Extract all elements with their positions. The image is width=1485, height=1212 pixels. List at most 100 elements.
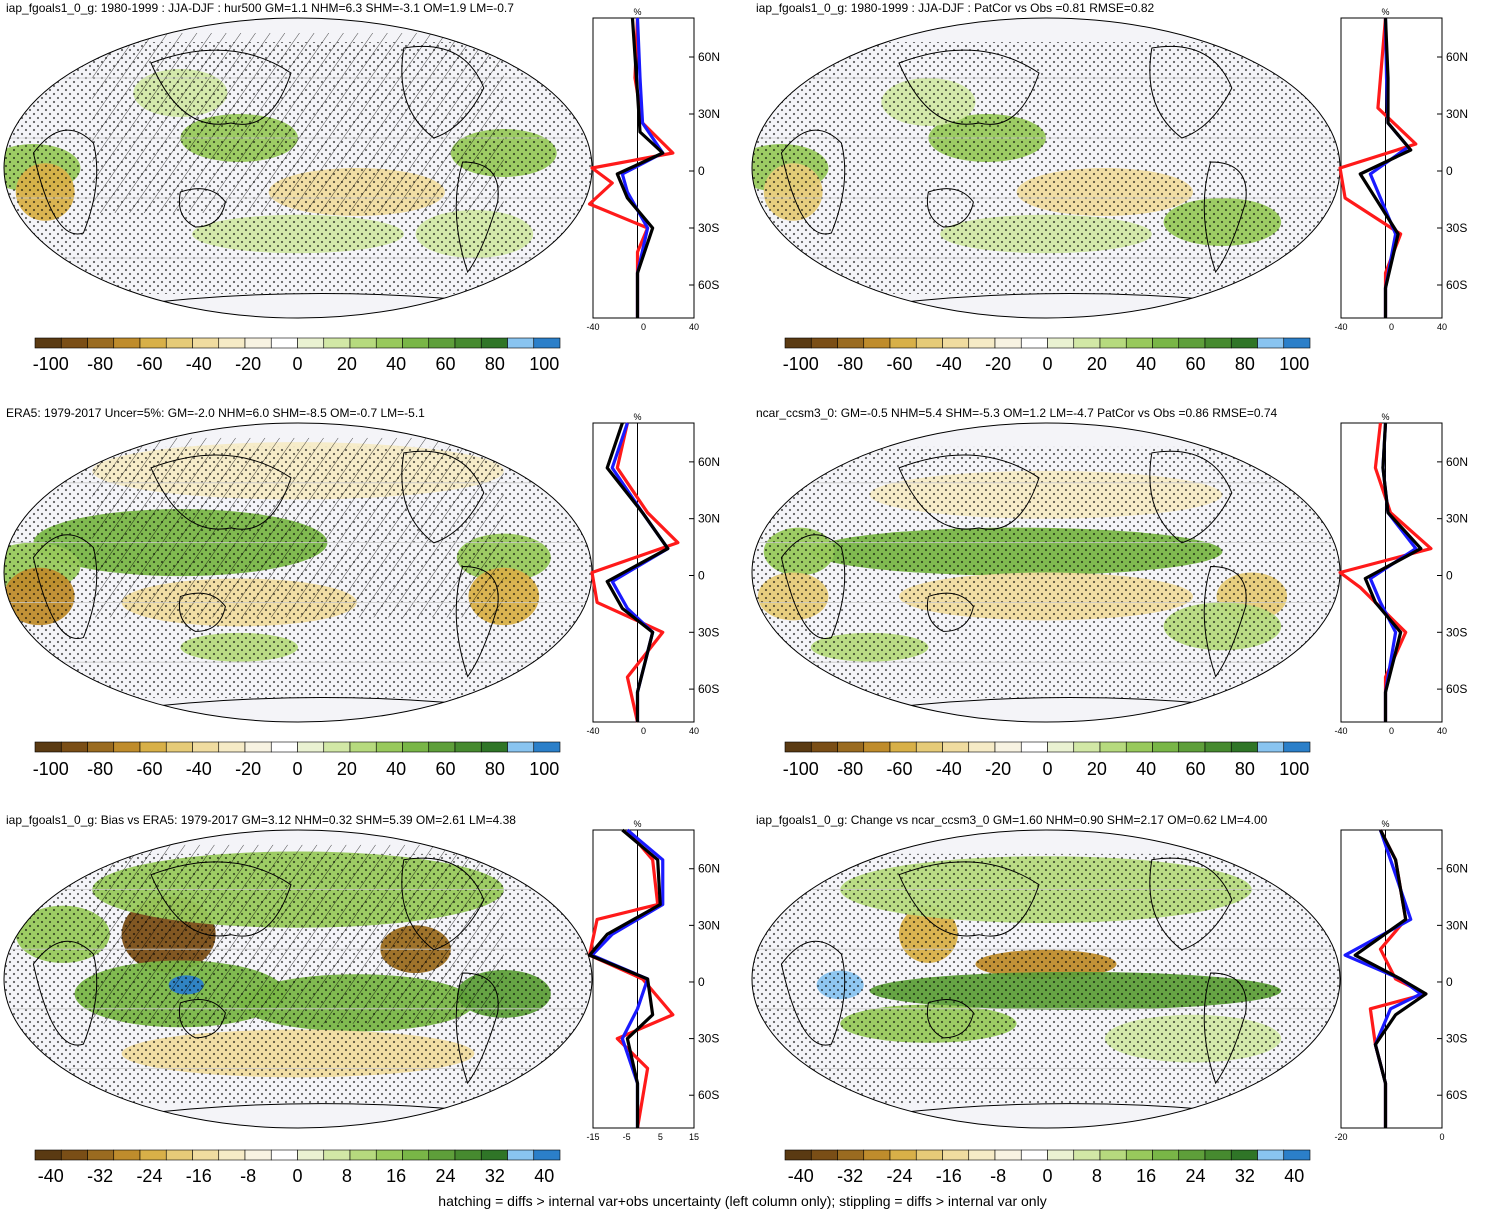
lat-label: 30S xyxy=(1446,625,1467,639)
colorbar-swatch xyxy=(402,337,430,349)
profile-curve-black xyxy=(1358,17,1413,318)
colorbar-swatch xyxy=(480,1149,508,1161)
colorbar-swatch xyxy=(113,1149,141,1161)
colorbar-swatch xyxy=(349,337,377,349)
colorbar-swatch xyxy=(323,741,351,753)
hatching xyxy=(92,33,504,213)
lat-label: 0 xyxy=(1446,975,1453,989)
coastline xyxy=(401,45,485,139)
map-field xyxy=(4,18,592,318)
colorbar-label: 0 xyxy=(292,1166,302,1186)
footer-note: hatching = diffs > internal var+obs unce… xyxy=(438,1193,1047,1209)
profile-frame xyxy=(1340,422,1443,723)
colorbar-label: 60 xyxy=(1186,759,1206,779)
colorbar-swatch xyxy=(60,337,88,349)
coastline xyxy=(1203,972,1247,1085)
coastline xyxy=(1149,45,1233,139)
lat-label: 30S xyxy=(1446,1032,1467,1046)
colorbar: -40 -32 -24 -16 -8 0 8 16 24 32 40 xyxy=(34,1149,561,1186)
coastline xyxy=(401,450,485,544)
colorbar-swatch xyxy=(87,1149,115,1161)
coastline xyxy=(926,592,974,632)
colorbar-swatch xyxy=(34,1149,62,1161)
profile-x-label: -15 xyxy=(586,1132,599,1142)
colorbar-label: 100 xyxy=(529,354,559,374)
lat-label: 60S xyxy=(698,278,719,292)
colorbar-label: 32 xyxy=(485,1166,505,1186)
colorbar-swatch xyxy=(1204,741,1232,753)
profile-x-label: 0 xyxy=(1389,322,1394,332)
profile-x-label: 40 xyxy=(1437,322,1447,332)
colorbar-swatch xyxy=(1283,1149,1311,1161)
map-border xyxy=(751,829,1341,1129)
colorbar-swatch xyxy=(942,1149,970,1161)
coastline xyxy=(150,49,292,125)
colorbar-label: -24 xyxy=(136,1166,162,1186)
colorbar-swatch xyxy=(1204,337,1232,349)
colorbar-label: 24 xyxy=(436,1166,456,1186)
colorbar-swatch xyxy=(1178,337,1206,349)
colorbar-label: -60 xyxy=(886,759,912,779)
colorbar-swatch xyxy=(1257,1149,1285,1161)
zonal-profile: % 60N 30N 0 30S 60S -40 0 40 xyxy=(1334,7,1468,332)
panel-2: iap_fgoals1_0_g: 1980-1999 : JJA-DJF : P… xyxy=(751,1,1468,374)
lat-label: 30N xyxy=(698,918,720,932)
lat-label: 30S xyxy=(698,1032,719,1046)
colorbar-label: -100 xyxy=(33,354,69,374)
colorbar-swatch xyxy=(1230,1149,1258,1161)
lat-label: 30S xyxy=(698,221,719,235)
coastline xyxy=(1149,450,1233,544)
colorbar-label: -60 xyxy=(136,759,162,779)
lat-label: 60S xyxy=(698,1088,719,1102)
profile-unit: % xyxy=(1382,412,1390,422)
lat-label: 30S xyxy=(698,625,719,639)
colorbar-label: -80 xyxy=(87,759,113,779)
lat-label: 60N xyxy=(1446,455,1468,469)
colorbar-swatch xyxy=(1099,1149,1127,1161)
colorbar-label: 0 xyxy=(1042,354,1052,374)
colorbar-label: -32 xyxy=(837,1166,863,1186)
profile-unit: % xyxy=(634,7,642,17)
stippling xyxy=(752,42,1340,294)
lat-label: 0 xyxy=(698,568,705,582)
lat-label: 0 xyxy=(1446,568,1453,582)
colorbar-swatch xyxy=(915,741,943,753)
map-border xyxy=(3,829,593,1129)
colorbar-swatch xyxy=(218,1149,246,1161)
coastline xyxy=(32,534,98,640)
colorbar-swatch xyxy=(113,337,141,349)
lat-label: 60N xyxy=(1446,50,1468,64)
colorbar-swatch xyxy=(1047,337,1075,349)
profile-frame xyxy=(592,829,695,1129)
colorbar-label: -20 xyxy=(985,759,1011,779)
colorbar-swatch xyxy=(507,1149,535,1161)
map-field xyxy=(4,423,592,722)
panel-title: iap_fgoals1_0_g: Change vs ncar_ccsm3_0 … xyxy=(756,813,1268,827)
colorbar-swatch xyxy=(60,741,88,753)
panel-1: iap_fgoals1_0_g: 1980-1999 : JJA-DJF : h… xyxy=(3,1,720,374)
colorbar-label: 0 xyxy=(1042,759,1052,779)
colorbar-swatch xyxy=(428,1149,456,1161)
profile-curve-red xyxy=(590,422,680,723)
panel-title: ERA5: 1979-2017 Uncer=5%: GM=-2.0 NHM=6.… xyxy=(6,406,425,420)
colorbar-swatch xyxy=(810,741,838,753)
coastline xyxy=(780,940,846,1046)
colorbar-swatch xyxy=(87,741,115,753)
colorbar-label: 8 xyxy=(1092,1166,1102,1186)
colorbar-swatch xyxy=(270,741,298,753)
lat-label: 30N xyxy=(698,107,720,121)
colorbar-label: -16 xyxy=(186,1166,212,1186)
colorbar-swatch xyxy=(34,741,62,753)
colorbar-swatch xyxy=(863,741,891,753)
colorbar-swatch xyxy=(1099,741,1127,753)
coastline xyxy=(455,161,499,274)
colorbar-label: 60 xyxy=(1186,354,1206,374)
colorbar-swatch xyxy=(863,337,891,349)
profile-unit: % xyxy=(634,819,642,829)
coastline xyxy=(898,454,1040,530)
panel-3: ERA5: 1979-2017 Uncer=5%: GM=-2.0 NHM=6.… xyxy=(3,406,720,779)
colorbar: -100 -80 -60 -40 -20 0 20 40 60 80 100 xyxy=(783,741,1311,779)
colorbar-label: -100 xyxy=(783,759,819,779)
hatching xyxy=(92,437,504,618)
